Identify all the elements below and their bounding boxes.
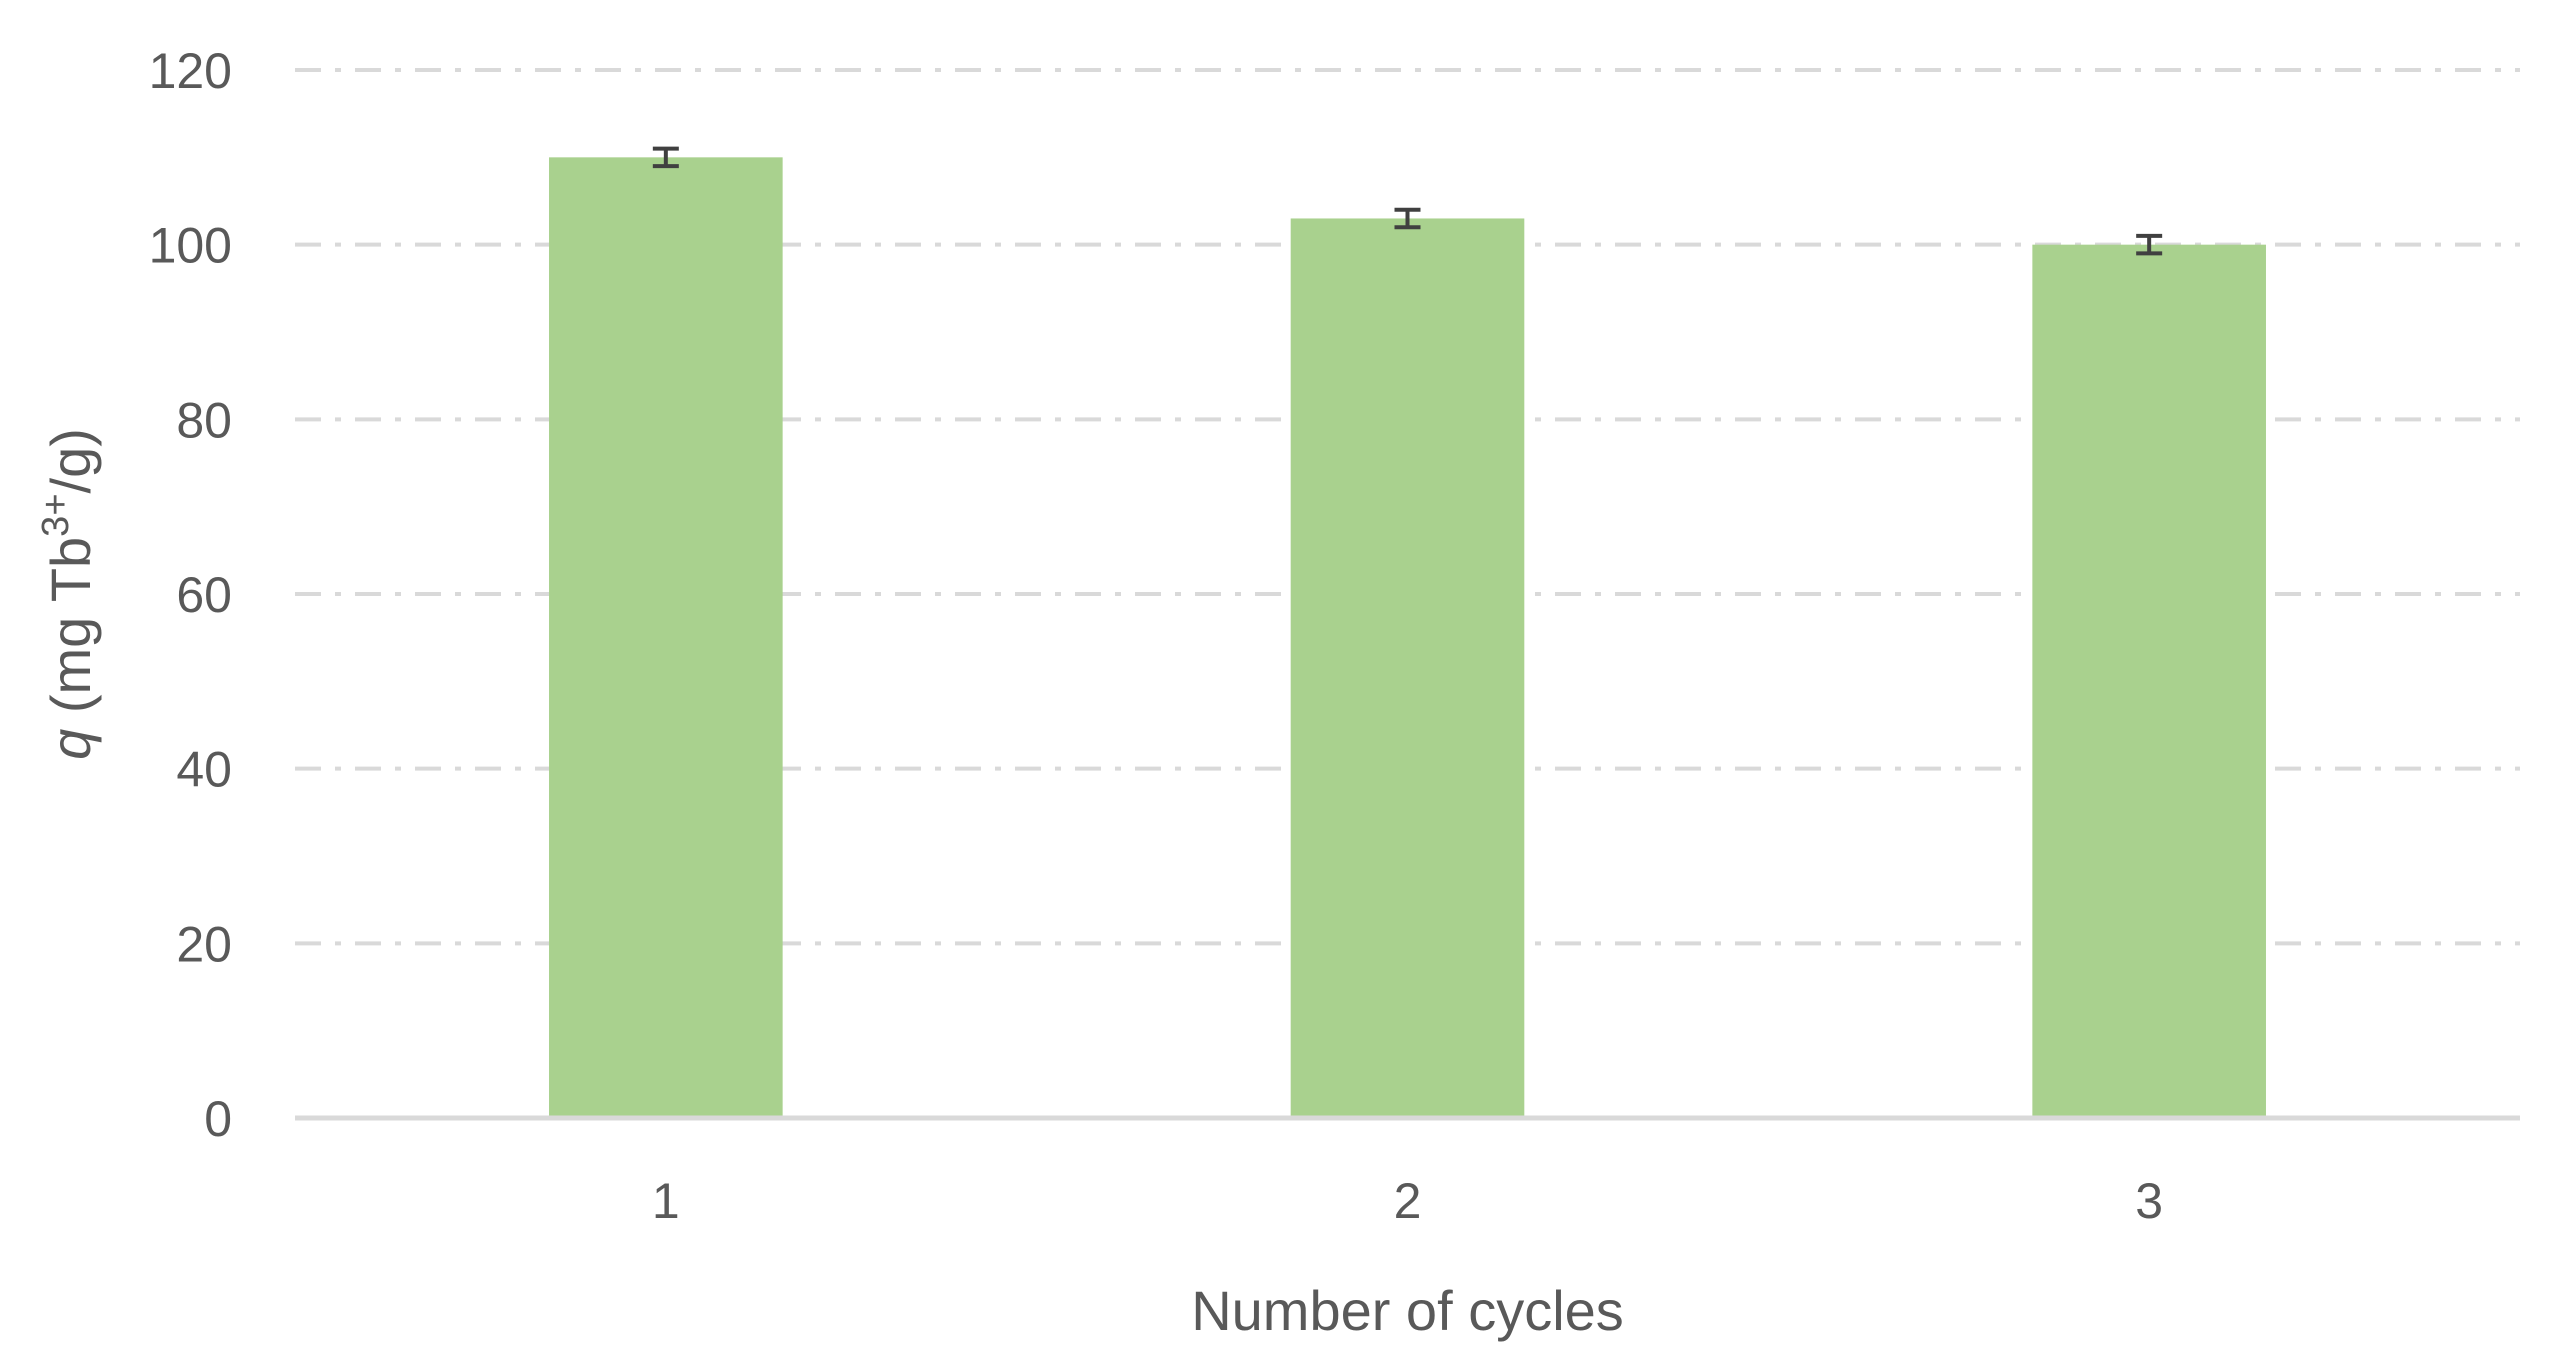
error-bars [652, 146, 2163, 256]
y-tick-labels: 0 20 40 60 80 100 120 [149, 43, 232, 1147]
bar-cycle-1 [549, 157, 783, 1119]
y-tick-label: 0 [204, 1091, 232, 1147]
y-axis-title-symbol: q [39, 729, 102, 760]
y-tick-label: 40 [176, 742, 232, 798]
y-axis-title-superscript: 3+ [35, 493, 77, 536]
y-tick-label: 80 [176, 392, 232, 448]
y-tick-label: 20 [176, 916, 232, 972]
x-tick-labels: 1 2 3 [652, 1173, 2163, 1229]
bar-cycle-2 [1290, 218, 1525, 1118]
x-tick-label: 3 [2135, 1173, 2163, 1229]
bar-cycle-3 [2032, 244, 2266, 1118]
error-bar-cycle-2 [1394, 207, 1421, 230]
x-tick-label: 2 [1394, 1173, 1422, 1229]
y-axis-title: q (mg Tb3+/g) [35, 428, 102, 760]
bars [549, 157, 2266, 1119]
y-axis-title-unit-suffix: /g) [39, 428, 102, 493]
x-axis-title: Number of cycles [1191, 1279, 1624, 1342]
error-bar-cycle-1 [652, 146, 679, 169]
y-axis-title-unit-prefix [39, 713, 102, 729]
x-tick-label: 1 [652, 1173, 680, 1229]
y-tick-label: 60 [176, 567, 232, 623]
y-axis-title-unit: (mg Tb [39, 537, 102, 713]
y-tick-label: 120 [149, 43, 232, 99]
y-tick-label: 100 [149, 218, 232, 274]
error-bar-cycle-3 [2136, 233, 2163, 256]
